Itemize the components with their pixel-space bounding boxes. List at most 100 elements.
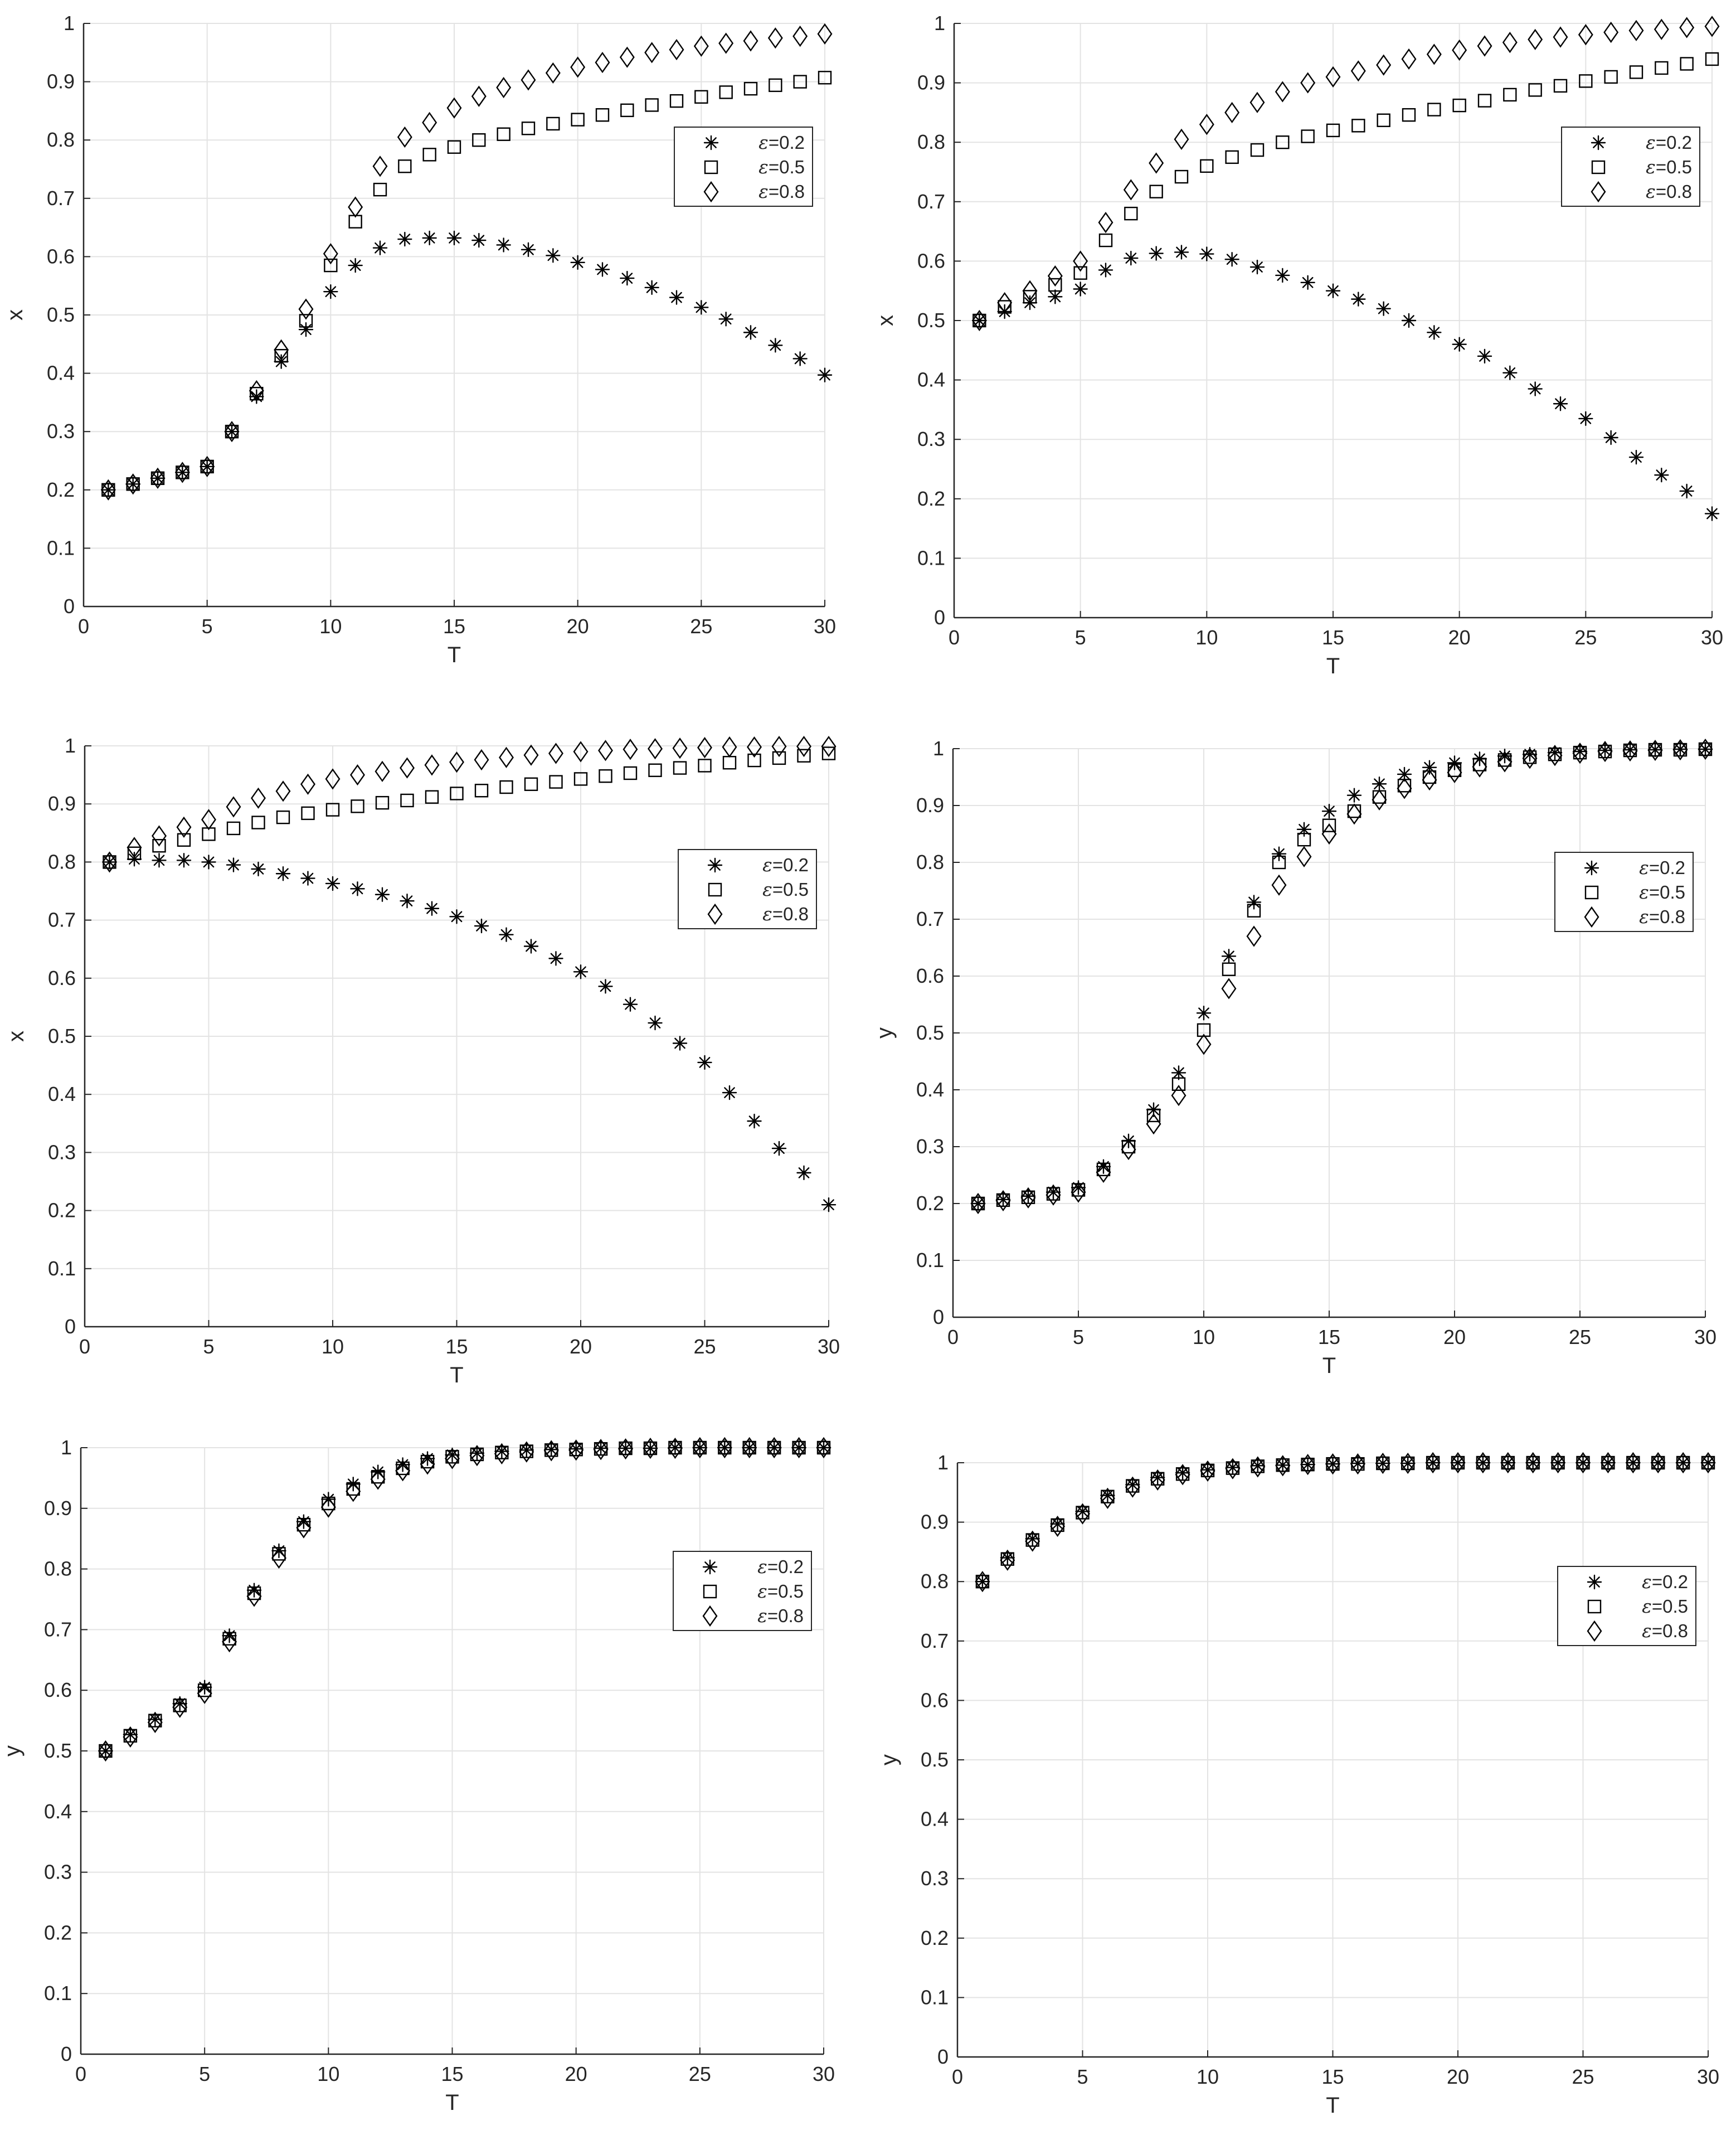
legend-value: =0.8 (1656, 181, 1692, 202)
y-tick-label: 0.2 (44, 1921, 72, 1944)
data-point-square (797, 749, 811, 763)
data-point-diamond (1376, 54, 1392, 76)
data-point-diamond (816, 1437, 831, 1459)
data-point-diamond (1547, 745, 1563, 766)
data-point-asterisk (771, 1141, 787, 1156)
data-point-square (1276, 135, 1290, 149)
data-point-asterisk (1425, 1455, 1441, 1471)
data-point-diamond (1650, 1452, 1666, 1474)
legend-marker-asterisk (707, 857, 723, 873)
data-point-diamond (1625, 1452, 1641, 1474)
legend-value: =0.2 (767, 1556, 804, 1577)
data-point-asterisk (697, 1055, 712, 1070)
x-tick-label: 0 (947, 1326, 959, 1348)
data-point-diamond (1522, 748, 1538, 769)
series-square (103, 746, 836, 869)
data-point-diamond (251, 787, 266, 809)
y-tick-label: 0.5 (47, 303, 75, 326)
y-tick-label: 0.6 (44, 1678, 72, 1701)
y-tick-label: 1 (934, 12, 945, 35)
x-tick-label: 20 (570, 1335, 592, 1358)
data-point-square (1705, 52, 1719, 66)
data-point-diamond (1575, 1452, 1591, 1474)
legend-marker-asterisk (1587, 1574, 1602, 1590)
legend-value: =0.2 (1656, 132, 1692, 153)
data-point-square (1377, 113, 1390, 127)
data-point-diamond (1250, 1456, 1266, 1478)
data-point-diamond (420, 1453, 435, 1475)
data-point-diamond (1422, 769, 1437, 791)
series-diamond (975, 1452, 1716, 1593)
data-point-diamond (125, 473, 141, 495)
legend-value: =0.5 (1652, 1596, 1688, 1617)
data-point-asterisk (1647, 742, 1663, 758)
data-point-asterisk (1450, 1455, 1466, 1471)
data-point-asterisk (975, 1574, 990, 1589)
x-tick-label: 25 (1574, 626, 1597, 649)
x-tick-label: 10 (1193, 1326, 1215, 1348)
data-point-square (1297, 832, 1311, 847)
data-point-asterisk (1452, 337, 1467, 352)
legend-value: =0.8 (1649, 906, 1685, 927)
data-point-asterisk (1275, 1458, 1290, 1473)
x-tick-label: 5 (202, 615, 213, 638)
legend-entry-label: ε=0.5 (1639, 881, 1685, 903)
legend-epsilon: ε (1639, 906, 1649, 928)
data-point-asterisk (397, 231, 412, 247)
data-point-square (425, 790, 439, 804)
data-point-diamond (1426, 43, 1442, 65)
data-point-asterisk (1427, 325, 1442, 340)
data-point-square (821, 746, 836, 760)
legend-entry-label: ε=0.2 (1646, 132, 1692, 153)
legend-epsilon: ε (1646, 156, 1656, 178)
data-point-asterisk (1300, 275, 1315, 290)
data-point-diamond (300, 773, 315, 795)
x-tick-label: 20 (1448, 626, 1471, 649)
data-point-asterisk (395, 1457, 410, 1472)
legend-entry-label: ε=0.8 (762, 903, 809, 925)
data-point-diamond (568, 1439, 584, 1461)
data-point-square (669, 94, 684, 108)
legend-marker-diamond (1591, 181, 1606, 203)
data-point-asterisk (1528, 381, 1543, 396)
x-tick-label: 0 (75, 2063, 86, 2085)
data-point-square (1225, 150, 1239, 164)
data-point-diamond (766, 1437, 782, 1459)
data-point-square (648, 763, 662, 777)
data-point-diamond (1300, 72, 1316, 94)
data-point-asterisk (1325, 1456, 1340, 1472)
data-point-diamond (152, 825, 167, 847)
y-tick-label: 0.7 (47, 187, 75, 210)
x-axis-label: T (445, 2090, 459, 2115)
data-point-diamond (1149, 152, 1164, 174)
data-point-diamond (697, 737, 712, 759)
y-tick-label: 0.5 (916, 1021, 944, 1044)
data-point-diamond (1025, 1530, 1040, 1552)
data-point-square (1579, 74, 1593, 88)
data-point-diamond (1375, 1452, 1390, 1474)
legend-marker-square (708, 882, 722, 897)
data-point-square (571, 113, 585, 127)
y-tick-label: 0.9 (916, 794, 944, 817)
legend-entry-label: ε=0.5 (1646, 156, 1692, 178)
data-point-asterisk (251, 861, 266, 877)
x-tick-label: 25 (690, 615, 712, 638)
data-point-diamond (791, 1437, 807, 1459)
y-tick-label: 0.9 (48, 792, 76, 815)
legend: ε=0.2ε=0.5ε=0.8 (678, 849, 817, 929)
data-point-diamond (1704, 16, 1720, 37)
data-point-asterisk (222, 1628, 237, 1643)
data-point-square (497, 127, 510, 141)
data-point-diamond (548, 743, 563, 764)
data-point-asterisk (474, 918, 489, 934)
data-point-diamond (1550, 1452, 1566, 1474)
data-point-asterisk (1603, 430, 1618, 445)
data-point-square (1528, 83, 1542, 97)
data-point-diamond (995, 1190, 1011, 1211)
legend-value: =0.5 (767, 1581, 804, 1602)
gridlines (954, 23, 1713, 618)
series-asterisk (101, 230, 833, 497)
data-point-diamond (1100, 1487, 1115, 1510)
legend-entry-label: ε=0.2 (1639, 857, 1685, 879)
data-point-asterisk (471, 232, 487, 248)
